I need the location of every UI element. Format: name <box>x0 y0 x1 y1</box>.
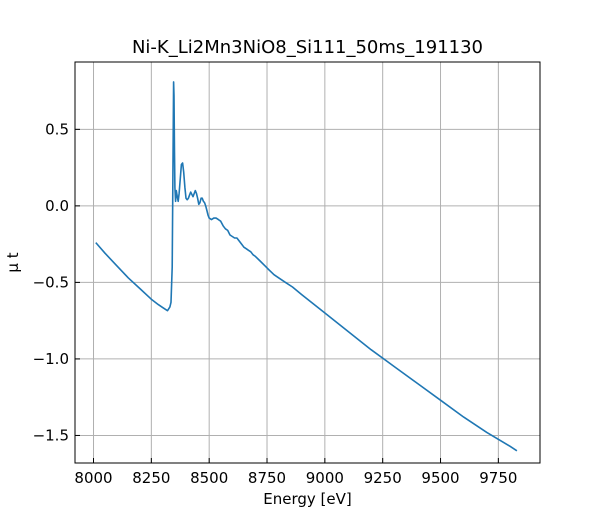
x-tick-label: 9000 <box>306 469 344 487</box>
x-tick-label: 8500 <box>190 469 228 487</box>
x-tick-label: 8750 <box>248 469 286 487</box>
x-tick-label: 8250 <box>132 469 170 487</box>
y-axis: −1.5 −1.0 −0.5 0.0 0.5 <box>33 120 80 444</box>
y-tick-label: −1.0 <box>33 350 69 368</box>
y-tick-label: −0.5 <box>33 273 69 291</box>
series-line <box>95 81 518 452</box>
y-axis-label: μ t <box>4 252 22 272</box>
x-axis: 8000 8250 8500 8750 9000 9250 9500 9750 <box>74 458 517 487</box>
x-tick-label: 9500 <box>421 469 459 487</box>
y-tick-label: −1.5 <box>33 426 69 444</box>
series-layer <box>95 81 518 452</box>
x-tick-label: 8000 <box>74 469 112 487</box>
x-tick-label: 9250 <box>364 469 402 487</box>
x-axis-label: Energy [eV] <box>263 490 351 508</box>
grid <box>75 62 540 463</box>
chart-title: Ni-K_Li2Mn3NiO8_Si111_50ms_191130 <box>132 37 483 58</box>
y-tick-label: 0.5 <box>45 120 69 138</box>
y-tick-label: 0.0 <box>45 197 69 215</box>
plot-frame <box>74 61 541 464</box>
x-tick-label: 9750 <box>479 469 517 487</box>
